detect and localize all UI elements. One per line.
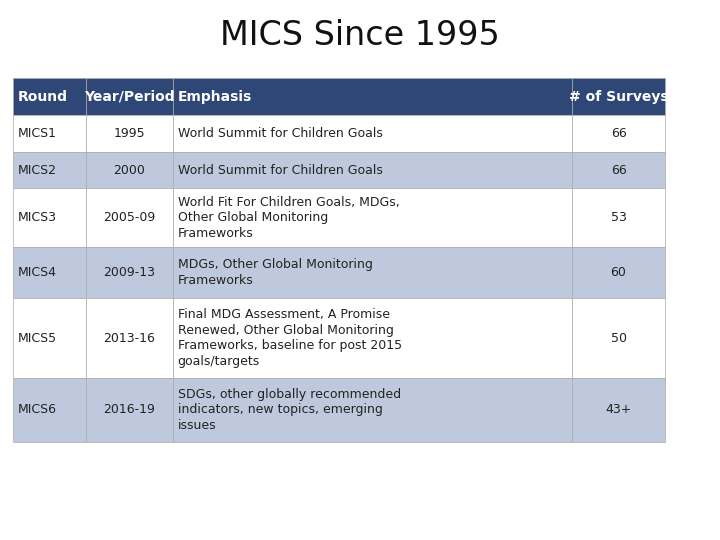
Bar (86, 152, 173, 188)
Text: MICS6: MICS6 (18, 403, 57, 416)
Bar (173, 247, 572, 298)
Text: World Summit for Children Goals: World Summit for Children Goals (178, 127, 382, 140)
Text: 66: 66 (611, 127, 626, 140)
Bar (572, 378, 665, 442)
Text: MICS Since 1995: MICS Since 1995 (220, 18, 500, 52)
Bar (13, 78, 86, 115)
Bar (173, 298, 572, 378)
Bar (86, 247, 173, 298)
Text: World Fit For Children Goals, MDGs,
Other Global Monitoring
Frameworks: World Fit For Children Goals, MDGs, Othe… (178, 195, 400, 240)
Bar (173, 78, 572, 115)
Bar (572, 78, 665, 115)
Text: MDGs, Other Global Monitoring
Frameworks: MDGs, Other Global Monitoring Frameworks (178, 258, 372, 287)
Bar (13, 188, 86, 247)
Text: 2000: 2000 (113, 164, 145, 177)
Text: MICS4: MICS4 (18, 266, 57, 279)
Bar (86, 115, 173, 152)
Bar (86, 298, 173, 378)
Text: Year/Period: Year/Period (84, 90, 174, 104)
Bar (173, 115, 572, 152)
Text: 53: 53 (611, 211, 626, 224)
Text: 2009-13: 2009-13 (103, 266, 156, 279)
Bar (572, 115, 665, 152)
Text: Final MDG Assessment, A Promise
Renewed, Other Global Monitoring
Frameworks, bas: Final MDG Assessment, A Promise Renewed,… (178, 308, 402, 368)
Bar (173, 152, 572, 188)
Text: Round: Round (18, 90, 68, 104)
Bar (173, 188, 572, 247)
Text: # of Surveys: # of Surveys (569, 90, 668, 104)
Text: World Summit for Children Goals: World Summit for Children Goals (178, 164, 382, 177)
Text: MICS5: MICS5 (18, 332, 57, 345)
Text: 2016-19: 2016-19 (103, 403, 155, 416)
Text: 60: 60 (611, 266, 626, 279)
Text: 2005-09: 2005-09 (103, 211, 156, 224)
Text: MICS1: MICS1 (18, 127, 57, 140)
Bar (13, 152, 86, 188)
Bar (173, 378, 572, 442)
Text: Emphasis: Emphasis (178, 90, 252, 104)
Text: 43+: 43+ (606, 403, 631, 416)
Text: 66: 66 (611, 164, 626, 177)
Bar (13, 247, 86, 298)
Text: 50: 50 (611, 332, 626, 345)
Text: MICS3: MICS3 (18, 211, 57, 224)
Text: 1995: 1995 (114, 127, 145, 140)
Bar (572, 188, 665, 247)
Bar (86, 378, 173, 442)
Bar (572, 152, 665, 188)
Bar (572, 247, 665, 298)
Bar (13, 115, 86, 152)
Bar (13, 378, 86, 442)
Bar (572, 298, 665, 378)
Text: 2013-16: 2013-16 (103, 332, 155, 345)
Bar (86, 188, 173, 247)
Bar (86, 78, 173, 115)
Text: MICS2: MICS2 (18, 164, 57, 177)
Bar (13, 298, 86, 378)
Text: SDGs, other globally recommended
indicators, new topics, emerging
issues: SDGs, other globally recommended indicat… (178, 388, 401, 432)
